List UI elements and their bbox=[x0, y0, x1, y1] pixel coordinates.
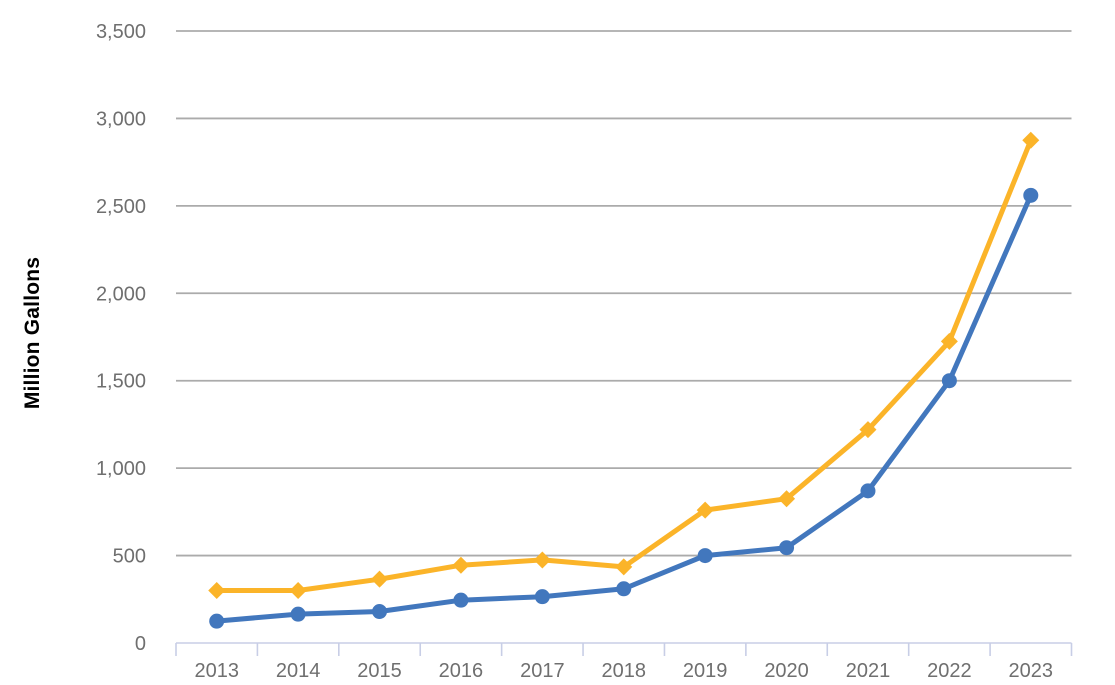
yellow-diamond-series-marker-2020 bbox=[778, 490, 796, 508]
blue-circle-series-marker-2020 bbox=[779, 540, 795, 556]
blue-circle-series-marker-2023 bbox=[1023, 187, 1039, 203]
x-tick-label: 2016 bbox=[439, 660, 484, 682]
y-tick-label: 500 bbox=[113, 546, 146, 568]
blue-circle-series-marker-2015 bbox=[372, 604, 388, 620]
y-tick-label: 1,500 bbox=[96, 371, 146, 393]
x-tick-label: 2022 bbox=[927, 660, 972, 682]
x-tick-label: 2018 bbox=[602, 660, 647, 682]
blue-circle-series-line bbox=[214, 192, 1034, 624]
x-tick-label: 2020 bbox=[764, 660, 809, 682]
y-tick-label: 0 bbox=[135, 633, 146, 655]
blue-circle-series-marker-2013 bbox=[209, 613, 225, 629]
yellow-diamond-series-marker-2018 bbox=[615, 558, 633, 576]
x-tick-label: 2015 bbox=[357, 660, 402, 682]
yellow-diamond-series-marker-2022 bbox=[940, 332, 958, 350]
x-tick-label: 2013 bbox=[194, 660, 239, 682]
yellow-diamond-series-marker-2023 bbox=[1022, 131, 1040, 149]
blue-circle-series-marker-2019 bbox=[697, 548, 713, 564]
x-tick-label: 2019 bbox=[683, 660, 728, 682]
y-tick-label: 1,000 bbox=[96, 458, 146, 480]
y-axis-title: Million Gallons bbox=[21, 256, 44, 410]
x-tick-label: 2023 bbox=[1009, 660, 1054, 682]
y-tick-label: 3,500 bbox=[96, 21, 146, 43]
blue-circle-series-marker-2018 bbox=[616, 581, 632, 597]
y-tick-label: 3,000 bbox=[96, 108, 146, 130]
yellow-diamond-series-marker-2021 bbox=[859, 421, 877, 439]
y-tick-label: 2,000 bbox=[96, 283, 146, 305]
x-tick-label: 2021 bbox=[846, 660, 891, 682]
blue-circle-series-marker-2016 bbox=[453, 592, 469, 608]
blue-circle-series-marker-2017 bbox=[534, 589, 550, 605]
blue-circle-series-marker-2021 bbox=[860, 483, 876, 499]
yellow-diamond-series-marker-2015 bbox=[371, 570, 389, 588]
y-tick-label: 2,500 bbox=[96, 196, 146, 218]
yellow-diamond-series-line bbox=[214, 137, 1034, 593]
x-tick-label: 2014 bbox=[276, 660, 321, 682]
yellow-diamond-series-marker-2017 bbox=[533, 551, 551, 569]
yellow-diamond-series-marker-2014 bbox=[289, 582, 307, 600]
yellow-diamond-series-marker-2019 bbox=[696, 501, 714, 519]
yellow-diamond-series-marker-2016 bbox=[452, 556, 470, 574]
blue-circle-series-marker-2014 bbox=[290, 606, 306, 622]
yellow-diamond-series-marker-2013 bbox=[208, 582, 226, 600]
x-tick-label: 2017 bbox=[520, 660, 565, 682]
blue-circle-series-marker-2022 bbox=[941, 373, 957, 389]
